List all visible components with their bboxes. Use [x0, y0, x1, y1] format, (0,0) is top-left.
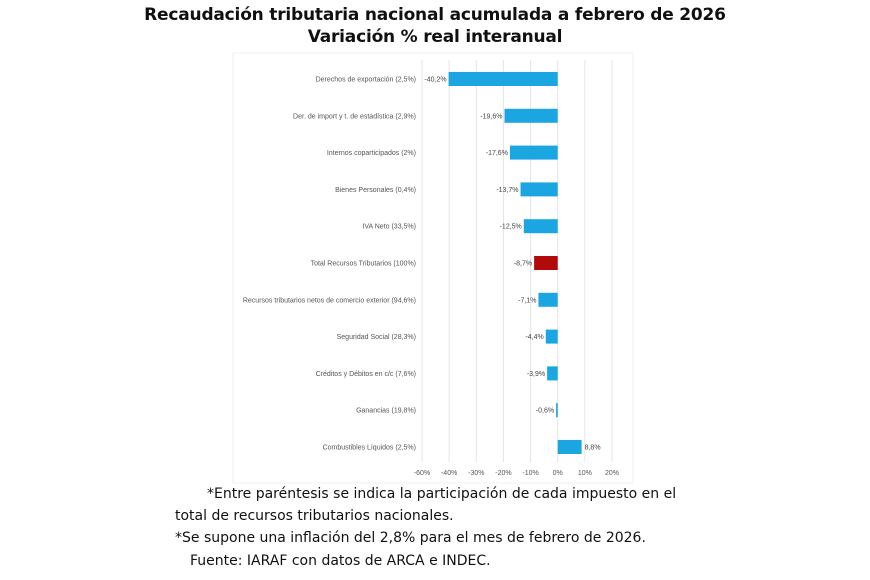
data-label: -12,5%	[500, 224, 522, 231]
data-label: -4,4%	[525, 334, 543, 341]
plot-frame	[232, 52, 634, 484]
x-tick-label: -20%	[495, 470, 511, 477]
category-label: Derechos de exportación (2,5%)	[316, 77, 416, 84]
bar-chart: Derechos de exportación (2,5%) -40,2% Der.…	[232, 52, 634, 484]
category-label: Internos coparticipados (2%)	[327, 150, 416, 157]
bar	[538, 292, 558, 307]
bar	[547, 366, 558, 381]
category-label: Ganancias (19,8%)	[356, 408, 416, 415]
category-label: Total Recursos Tributarios (100%)	[311, 261, 416, 268]
category-label: Recursos tributarios netos de comercio e…	[243, 297, 416, 304]
x-tick-label: -40%	[441, 470, 457, 477]
category-label: Seguridad Social (28,3%)	[337, 334, 416, 341]
bar	[534, 256, 558, 270]
x-tick-label: -30%	[468, 470, 484, 477]
data-label: -3,9%	[527, 371, 545, 378]
x-tick-label: 0%	[553, 470, 563, 477]
bar	[504, 108, 558, 123]
category-label: Créditos y Débitos en c/c (7,6%)	[316, 371, 416, 378]
data-label: 8,8%	[585, 445, 601, 452]
bar	[557, 440, 582, 454]
x-tick-label: 20%	[605, 470, 619, 477]
x-tick-label: -60%	[414, 470, 430, 477]
x-tick-label: 10%	[578, 470, 592, 477]
source-note: Fuente: IARAF con datos de ARCA e INDEC.	[190, 553, 491, 569]
data-label: -40,2%	[424, 77, 446, 84]
bar	[556, 403, 558, 418]
bar	[545, 329, 558, 344]
data-label: -13,7%	[496, 187, 518, 194]
chart-title: Recaudación tributaria nacional acumulad…	[144, 5, 726, 25]
bar	[523, 219, 558, 234]
category-label: Der. de import y t. de estadística (2,9%…	[293, 113, 416, 120]
bar	[509, 145, 558, 160]
data-label: -19,6%	[480, 113, 502, 120]
data-label: -0,6%	[536, 408, 554, 415]
bar	[520, 182, 558, 197]
category-label: Combustibles Líquidos (2,5%)	[323, 445, 416, 452]
data-label: -17,6%	[486, 150, 508, 157]
data-label: -8,7%	[514, 261, 532, 268]
footnote-participation-1: *Entre paréntesis se indica la participa…	[207, 486, 677, 502]
data-label: -7,1%	[518, 297, 536, 304]
category-label: IVA Neto (33,5%)	[362, 224, 416, 231]
category-label: Bienes Personales (0,4%)	[335, 187, 416, 194]
chart-subtitle: Variación % real interanual	[307, 27, 563, 47]
footnote-inflation: *Se supone una inflación del 2,8% para e…	[175, 530, 646, 546]
footnote-participation-2: total de recursos tributarios nacionales…	[175, 508, 454, 524]
x-tick-label: -10%	[522, 470, 538, 477]
bar	[448, 72, 558, 86]
